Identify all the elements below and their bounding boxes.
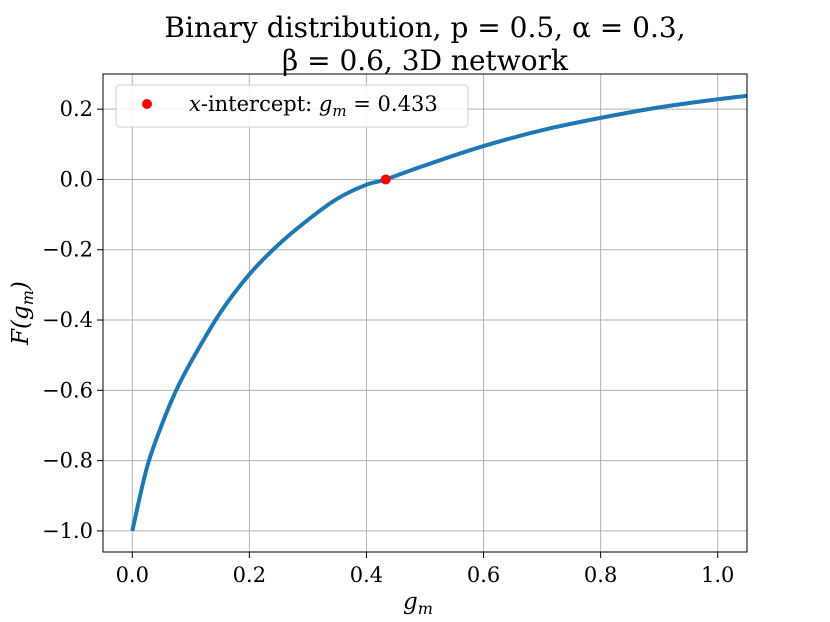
chart-title-line2: β = 0.6, 3D network (282, 44, 569, 77)
y-tick-label: −0.6 (42, 378, 93, 402)
y-tick-label: 0.2 (60, 97, 93, 121)
y-tick-label: −0.4 (42, 308, 93, 332)
series-layer (130, 93, 748, 532)
x-axis-label: gm (403, 589, 433, 618)
x-tick-label: 1.0 (701, 563, 734, 587)
legend-box (115, 84, 469, 128)
x-tick-label: 0.8 (584, 563, 617, 587)
y-tick-label: −1.0 (42, 519, 93, 543)
legend-marker (142, 99, 152, 109)
legend-label: x-intercept: gm = 0.433 (189, 92, 438, 120)
series-line (130, 93, 748, 532)
legend: x-intercept: gm = 0.433 (115, 84, 469, 128)
y-tick-label: −0.8 (42, 449, 93, 473)
plot-frame (102, 73, 748, 553)
x-tick-label: 0.4 (350, 563, 383, 587)
y-ticks: 0.2 0.0 −0.2 −0.4 −0.6 −0.8 −1.0 (42, 97, 103, 543)
y-tick-label: 0.0 (60, 167, 93, 191)
x-tick-label: 0.6 (467, 563, 500, 587)
y-axis-label: F(gm) (8, 281, 37, 346)
grid-lines (103, 74, 747, 552)
points-layer (380, 174, 391, 185)
svg-text:F(gm): F(gm) (8, 281, 37, 346)
x-intercept-point (380, 174, 391, 185)
y-tick-label: −0.2 (42, 238, 93, 262)
x-tick-label: 0.0 (116, 563, 149, 587)
x-tick-label: 0.2 (233, 563, 266, 587)
svg-text:gm: gm (403, 589, 433, 618)
x-ticks: 0.0 0.2 0.4 0.6 0.8 1.0 (116, 552, 734, 587)
chart-title-line1: Binary distribution, p = 0.5, α = 0.3, (164, 11, 685, 44)
